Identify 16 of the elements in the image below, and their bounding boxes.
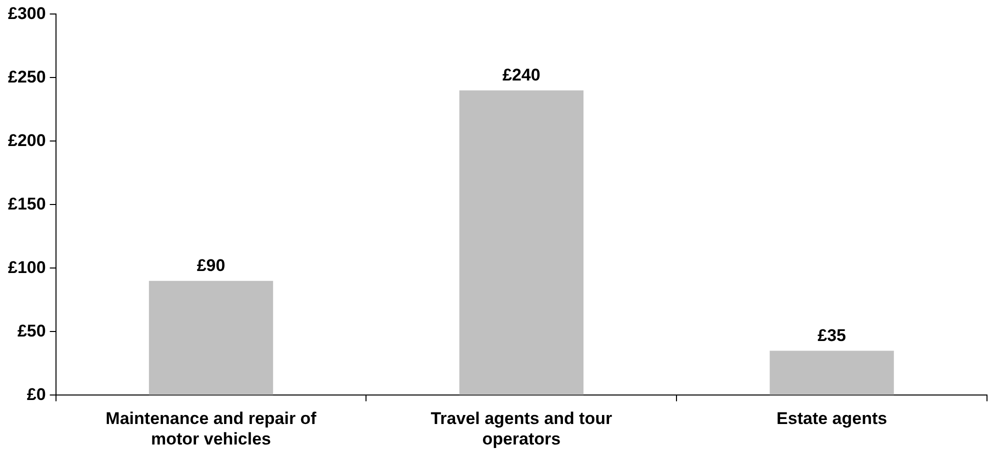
y-tick-label: £150 xyxy=(8,194,46,214)
x-tick-label: Maintenance and repair of motor vehicles xyxy=(106,409,317,448)
y-tick-label: £100 xyxy=(8,258,46,277)
data-label: £35 xyxy=(818,326,846,345)
x-tick-label: Travel agents and tour operators xyxy=(430,409,612,448)
y-tick-label: £250 xyxy=(8,67,46,86)
y-tick-label: £200 xyxy=(8,130,46,150)
data-label: £240 xyxy=(502,66,540,85)
data-label: £90 xyxy=(196,256,226,276)
y-tick-label: £50 xyxy=(17,321,46,340)
y-tick-label: £0 xyxy=(26,384,46,404)
x-tick-label: Estate agents xyxy=(776,409,888,428)
bar xyxy=(148,280,274,395)
bar xyxy=(459,90,584,395)
y-tick-label: £300 xyxy=(8,4,46,23)
bar xyxy=(770,350,894,395)
